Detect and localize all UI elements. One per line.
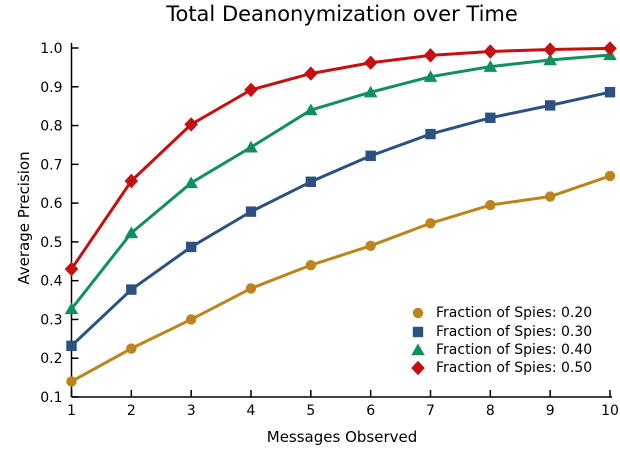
data-point-marker — [184, 117, 198, 132]
triangle-legend-marker-icon — [411, 343, 425, 356]
legend-label: Fraction of Spies: 0.20 — [436, 305, 593, 322]
x-tick-label: 7 — [426, 403, 435, 419]
series-1 — [66, 87, 616, 352]
data-point-marker — [483, 44, 498, 59]
x-tick-label: 5 — [306, 403, 315, 419]
data-point-marker — [365, 150, 376, 162]
data-point-marker — [124, 226, 139, 239]
legend-item-2: Fraction of Spies: 0.40 — [409, 341, 592, 359]
y-tick-label: 0.5 — [40, 235, 62, 251]
series-3 — [64, 41, 617, 277]
data-point-marker — [604, 170, 616, 182]
y-tick-label: 0.2 — [40, 351, 62, 367]
data-point-marker — [604, 87, 616, 98]
data-point-marker — [543, 42, 557, 57]
y-tick-label: 0.3 — [40, 312, 62, 328]
data-point-marker — [126, 343, 137, 354]
series-0 — [66, 170, 616, 387]
legend-item-0: Fraction of Spies: 0.20 — [409, 304, 592, 322]
x-axis-label: Messages Observed — [266, 428, 418, 446]
x-tick-label: 2 — [127, 403, 136, 419]
series-line — [70, 174, 612, 383]
data-point-marker — [64, 302, 79, 315]
data-point-marker — [64, 261, 79, 277]
x-tick-label: 3 — [187, 403, 196, 419]
legend-label: Fraction of Spies: 0.40 — [436, 341, 593, 358]
legend: Fraction of Spies: 0.20 Fraction of Spies… — [409, 304, 592, 378]
data-point-marker — [244, 82, 258, 98]
legend-label: Fraction of Spies: 0.30 — [436, 323, 593, 340]
data-point-marker — [245, 283, 257, 294]
diamond-legend-marker-icon — [411, 361, 425, 376]
data-point-marker — [412, 307, 424, 319]
series-line — [70, 90, 612, 348]
data-point-marker — [126, 284, 137, 295]
data-point-marker — [425, 128, 436, 140]
series-line — [70, 53, 612, 311]
legend-label: Fraction of Spies: 0.50 — [436, 360, 593, 377]
y-tick-label: 0.8 — [40, 119, 62, 135]
y-tick-label: 1.0 — [40, 41, 62, 57]
data-point-marker — [245, 206, 257, 217]
data-point-marker — [304, 66, 318, 81]
data-point-marker — [363, 85, 378, 98]
data-point-marker — [423, 70, 438, 82]
y-tick-label: 0.4 — [40, 274, 62, 290]
data-point-marker — [184, 176, 198, 189]
x-tick-label: 1 — [67, 403, 76, 419]
data-point-marker — [485, 112, 496, 123]
y-tick-label: 0.6 — [40, 196, 62, 212]
data-point-marker — [363, 55, 378, 70]
x-tick-label: 8 — [486, 403, 495, 419]
data-point-marker — [304, 103, 318, 116]
y-axis-label: Average Precision — [15, 151, 33, 285]
x-tick-label: 4 — [247, 403, 256, 419]
x-tick-label: 6 — [366, 403, 375, 419]
legend-item-3: Fraction of Spies: 0.50 — [409, 359, 592, 377]
square-legend-marker-icon — [412, 326, 424, 337]
data-point-marker — [423, 48, 438, 63]
data-point-marker — [411, 343, 425, 356]
x-tick-label: 10 — [601, 403, 619, 419]
data-point-marker — [185, 241, 197, 253]
y-tick-label: 0.9 — [40, 80, 62, 96]
data-point-marker — [543, 53, 557, 66]
y-tick-label: 0.7 — [40, 157, 62, 173]
data-point-marker — [485, 199, 496, 211]
data-point-marker — [244, 140, 258, 153]
series-2 — [64, 48, 617, 315]
series-line — [70, 46, 612, 271]
circle-legend-marker-icon — [412, 307, 424, 319]
data-point-marker — [425, 218, 436, 229]
data-point-marker — [124, 173, 139, 189]
data-point-marker — [66, 340, 77, 352]
y-tick-label: 0.1 — [40, 390, 62, 406]
chart-title: Total Deanonymization over Time — [166, 2, 518, 26]
data-point-marker — [365, 240, 376, 251]
x-tick-label: 9 — [546, 403, 555, 419]
data-point-marker — [412, 326, 424, 337]
data-point-marker — [305, 259, 317, 271]
data-point-marker — [185, 314, 197, 325]
legend-item-1: Fraction of Spies: 0.30 — [409, 322, 592, 340]
data-point-marker — [305, 176, 317, 187]
data-point-marker — [411, 361, 425, 376]
data-point-marker — [544, 191, 556, 202]
data-point-marker — [66, 376, 77, 387]
data-point-marker — [603, 41, 617, 56]
data-point-marker — [544, 100, 556, 111]
data-point-marker — [483, 60, 498, 72]
